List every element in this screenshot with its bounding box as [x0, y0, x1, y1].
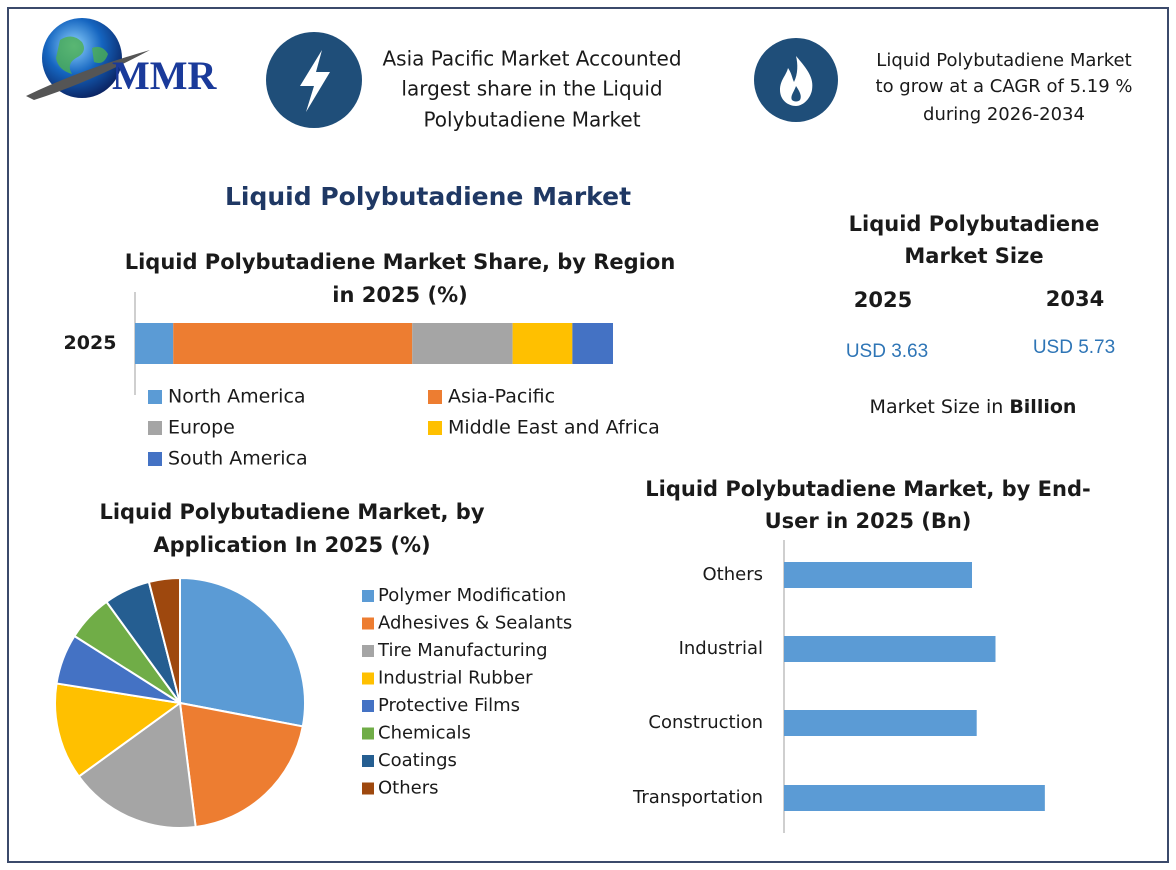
bar [784, 785, 1045, 811]
legend-swatch [362, 755, 374, 767]
bar-segment [412, 323, 513, 364]
chart-title: Liquid Polybutadiene Market, by End- [645, 477, 1090, 501]
legend-label: Polymer Modification [378, 585, 566, 606]
category-label: Construction [648, 712, 763, 733]
legend-label: Chemicals [378, 723, 471, 744]
legend-label: Asia-Pacific [448, 386, 555, 408]
size-note-unit: Billion [1009, 396, 1076, 418]
legend-swatch [362, 672, 374, 685]
legend-swatch [428, 421, 442, 435]
bar [784, 562, 972, 588]
bar-segment [135, 323, 174, 364]
chart-title: User in 2025 (Bn) [765, 509, 972, 533]
category-label: Industrial [679, 638, 763, 659]
pie-slice [179, 576, 306, 728]
size-year: 2025 [854, 288, 912, 312]
legend-swatch [362, 700, 374, 712]
icon-bolt [266, 32, 362, 128]
bar-segment [173, 323, 413, 364]
legend-swatch [148, 390, 162, 404]
bar [784, 636, 996, 662]
legend-label: South America [168, 448, 308, 470]
legend-swatch [148, 421, 162, 435]
category-label: 2025 [64, 332, 117, 354]
chart-title: Application In 2025 (%) [153, 533, 430, 557]
size-title: Liquid Polybutadiene [849, 212, 1100, 236]
header-text: Asia Pacific Market Accounted [382, 47, 681, 71]
legend-swatch [362, 727, 374, 740]
size-value: USD 5.73 [1033, 337, 1115, 358]
category-label: Transportation [632, 787, 763, 808]
header-text: during 2026-2034 [923, 104, 1085, 125]
chart-title: Liquid Polybutadiene Market Share, by Re… [125, 250, 676, 274]
size-title: Market Size [904, 244, 1043, 268]
header-text: to grow at a CAGR of 5.19 % [876, 76, 1133, 97]
header-text: Liquid Polybutadiene Market [876, 50, 1131, 71]
header-text: largest share in the Liquid [401, 77, 662, 101]
legend-label: North America [168, 386, 306, 408]
category-label: Others [703, 564, 764, 585]
size-note-text: Market Size in [870, 396, 1010, 418]
main-title: Liquid Polybutadiene Market [225, 182, 631, 211]
legend-swatch [362, 617, 374, 630]
header-text: Polybutadiene Market [423, 108, 640, 132]
legend-label: Adhesives & Sealants [378, 613, 572, 634]
icon-flame [754, 38, 838, 122]
bar [784, 710, 977, 736]
pie-slice [178, 701, 304, 829]
legend-swatch [148, 452, 162, 466]
bar-segment [512, 323, 573, 364]
pie-slice [77, 701, 197, 829]
legend-swatch [362, 590, 374, 602]
legend-label: Protective Films [378, 695, 520, 716]
legend-label: Coatings [378, 750, 457, 771]
legend-label: Middle East and Africa [448, 417, 660, 439]
size-note: Market Size in Billion [870, 396, 1077, 418]
chart-title: in 2025 (%) [332, 283, 467, 307]
legend-swatch [362, 782, 374, 795]
logo-text: MMR [112, 53, 218, 98]
size-value: USD 3.63 [846, 341, 928, 362]
chart-title: Liquid Polybutadiene Market, by [99, 500, 484, 524]
legend-label: Tire Manufacturing [377, 640, 548, 661]
legend-label: Europe [168, 417, 235, 439]
legend-swatch [362, 645, 374, 657]
size-year: 2034 [1046, 287, 1104, 311]
legend-label: Industrial Rubber [378, 668, 533, 689]
legend-label: Others [378, 778, 439, 799]
pie-slice [147, 576, 181, 704]
pie-slice [54, 682, 183, 778]
logo: MMR [26, 18, 218, 100]
legend-swatch [428, 390, 442, 404]
bar-segment [572, 323, 613, 364]
